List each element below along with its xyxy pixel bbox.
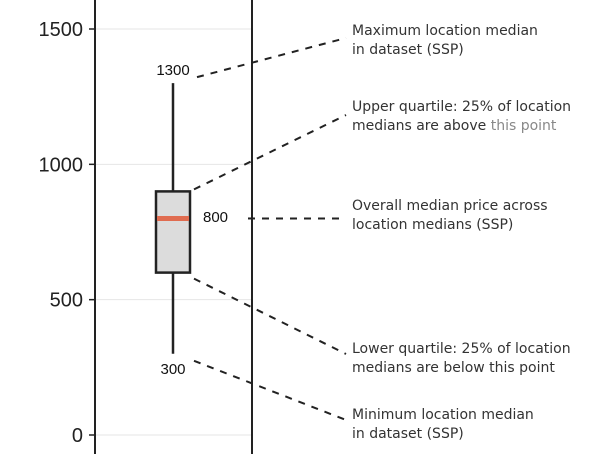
y-tick-label-500: 500 [50,290,83,312]
value-labels: 1300 800 300 [156,62,228,378]
value-label-min: 300 [160,361,185,378]
iqr-box [154,190,192,274]
annotation-median-line2: location medians (SSP) [352,217,513,233]
annotation-median-line1: Overall median price across [352,198,548,214]
y-tick-label-1500: 1500 [39,19,84,41]
annotations: Maximum location median in dataset (SSP)… [352,23,571,442]
annotation-q1-line2: medians are below this point [352,360,555,376]
annotation-min-line2: in dataset (SSP) [352,426,464,442]
plot-frame: 0 500 1000 1500 [39,0,253,454]
leader-lines [193,37,347,421]
annotation-q3-line2-main: medians are above [352,118,491,134]
annotation-q3-line1: Upper quartile: 25% of location [352,99,571,115]
leader-line-q3 [193,114,347,191]
annotation-q1-line1: Lower quartile: 25% of location [352,341,571,357]
value-label-max: 1300 [156,62,189,79]
annotation-max-line1: Maximum location median [352,23,538,39]
leader-line-min [193,359,347,421]
annotation-q3-line2: medians are above this point [352,118,557,134]
box-plot [154,83,192,354]
annotation-q3-line2-faint: this point [491,118,557,134]
annotation-min-line1: Minimum location median [352,407,534,423]
value-label-median: 800 [203,209,228,226]
y-tick-label-0: 0 [72,425,83,447]
leader-line-q1 [193,277,347,355]
y-tick-label-1000: 1000 [39,154,84,176]
annotation-max-line2: in dataset (SSP) [352,42,464,58]
leader-line-max [196,37,347,79]
